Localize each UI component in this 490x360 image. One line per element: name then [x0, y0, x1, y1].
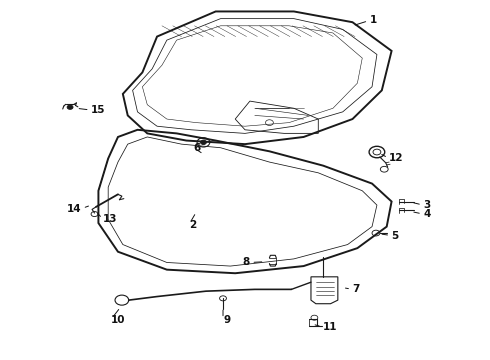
Text: 13: 13: [103, 215, 118, 224]
Text: 5: 5: [392, 231, 399, 240]
Text: 11: 11: [323, 322, 338, 332]
Text: 9: 9: [223, 315, 230, 325]
Text: 6: 6: [194, 143, 201, 153]
Text: 10: 10: [111, 315, 125, 325]
Text: 12: 12: [389, 153, 404, 163]
Text: 4: 4: [423, 209, 431, 219]
Circle shape: [67, 105, 73, 109]
Text: 2: 2: [189, 220, 196, 230]
Circle shape: [200, 140, 206, 144]
Text: 7: 7: [352, 284, 360, 294]
Text: 1: 1: [369, 15, 377, 26]
Text: 14: 14: [67, 204, 81, 214]
Text: 15: 15: [91, 105, 105, 115]
Text: 3: 3: [423, 200, 431, 210]
Text: 8: 8: [243, 257, 250, 267]
